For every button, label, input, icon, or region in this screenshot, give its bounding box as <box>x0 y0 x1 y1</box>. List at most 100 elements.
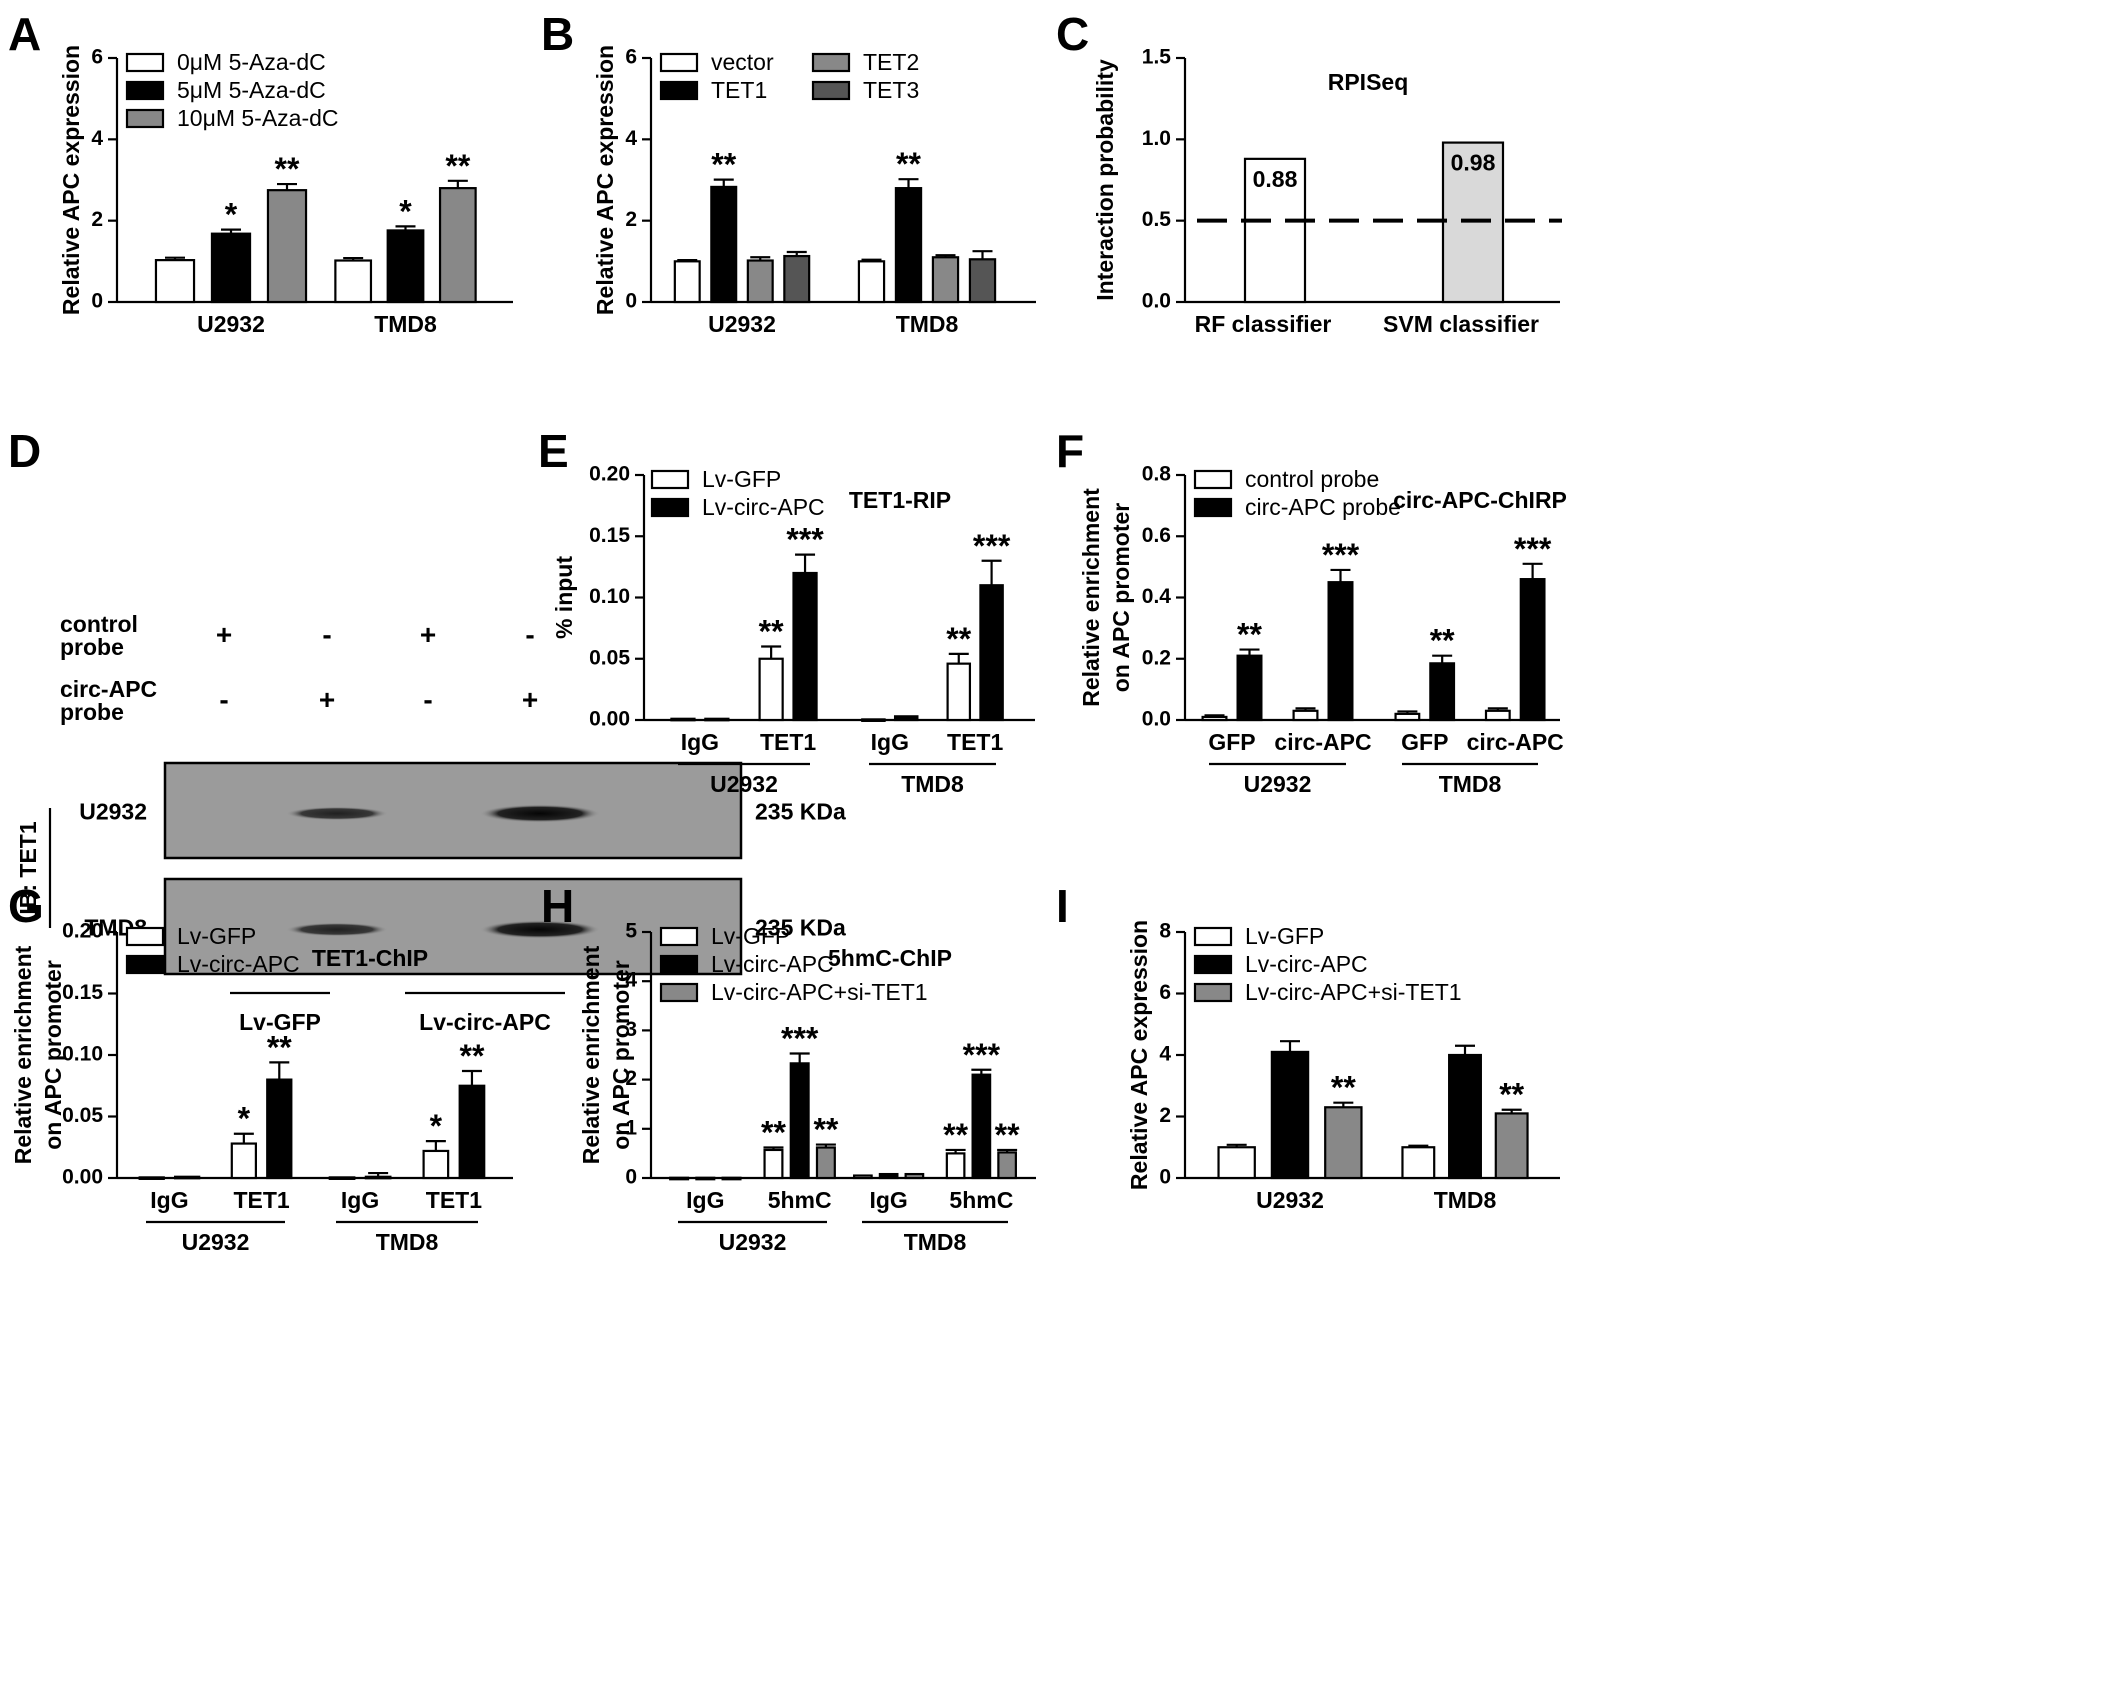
y-tick-label: 2 <box>625 1067 637 1090</box>
legend-label: TET1 <box>711 77 767 103</box>
protein-band <box>480 804 600 823</box>
x-group-label: U2932 <box>1256 1187 1324 1213</box>
y-tick-label: 0 <box>91 290 103 313</box>
probe-sign: - <box>219 684 228 715</box>
x-sub-label: TET1 <box>426 1187 482 1213</box>
x-group-label: TMD8 <box>904 1229 967 1255</box>
bar <box>857 260 886 304</box>
legend-label: circ-APC probe <box>1245 494 1401 520</box>
legend-swatch <box>650 497 690 518</box>
significance-marker: * <box>399 193 412 229</box>
legend-swatch <box>650 469 690 490</box>
x-group-label: TMD8 <box>376 1229 439 1255</box>
legend-swatch <box>1193 954 1233 975</box>
y-tick-label: 4 <box>91 127 103 150</box>
bar <box>386 229 425 304</box>
legend-swatch <box>659 926 699 947</box>
x-group-label: TMD8 <box>1439 771 1502 797</box>
probe-sign: + <box>319 684 335 715</box>
significance-marker: *** <box>1514 531 1552 567</box>
bar <box>1327 581 1354 722</box>
x-category-label: RF classifier <box>1195 311 1332 337</box>
bar <box>210 232 252 304</box>
significance-marker: ** <box>711 147 736 183</box>
x-sub-label: 5hmC <box>949 1187 1013 1213</box>
chart-title: TET1-RIP <box>849 487 951 513</box>
x-category-label: SVM classifier <box>1383 311 1539 337</box>
y-axis-label: Relative APC expression <box>58 45 84 315</box>
legend-label: Lv-GFP <box>177 923 256 949</box>
x-group-label: U2932 <box>182 1229 250 1255</box>
y-axis-label-line: on APC promoter <box>1108 503 1134 693</box>
legend-label: TET3 <box>863 77 919 103</box>
bar <box>154 259 196 304</box>
y-tick-label: 0.05 <box>62 1104 103 1127</box>
bar <box>815 1146 836 1180</box>
y-tick-label: 1 <box>625 1116 637 1139</box>
bar <box>266 189 308 304</box>
y-axis-label-line: on APC promoter <box>608 960 634 1150</box>
x-group-label: TMD8 <box>374 311 437 337</box>
bar <box>878 1172 899 1180</box>
bar <box>783 254 811 304</box>
significance-marker: ** <box>761 1114 786 1150</box>
legend-swatch <box>811 80 851 101</box>
legend-label: Lv-circ-APC+si-TET1 <box>1245 979 1462 1005</box>
panel-letter: F <box>1056 425 1084 477</box>
legend-swatch <box>125 80 165 101</box>
panel-e: E 0.00 0.05 0.10 0.15 0.20 % input TET1-RIP Lv-G… <box>538 425 1035 797</box>
significance-marker: * <box>430 1108 443 1144</box>
legend-label: Lv-circ-APC <box>1245 951 1368 977</box>
y-tick-label: 0.0 <box>1142 290 1171 313</box>
legend-label: vector <box>711 49 774 75</box>
bar <box>792 571 818 722</box>
bar <box>670 717 696 722</box>
y-axis-label: Relative APC expression <box>1126 920 1152 1190</box>
chart-title: TET1-ChIP <box>312 945 428 971</box>
bar <box>1324 1106 1363 1180</box>
legend-swatch <box>1193 926 1233 947</box>
y-axis-label: % input <box>551 556 577 639</box>
bar <box>931 256 960 304</box>
legend-label: control probe <box>1245 466 1379 492</box>
probe-label: probe <box>60 634 124 660</box>
bar <box>1484 709 1511 722</box>
y-axis-label: Relative enrichment on APC promoter <box>578 945 634 1164</box>
bar <box>458 1084 486 1180</box>
bar <box>979 584 1004 722</box>
x-group-label: TMD8 <box>1434 1187 1497 1213</box>
panel-letter: E <box>538 425 569 477</box>
x-sub-label: IgG <box>150 1187 188 1213</box>
x-sub-label: IgG <box>869 1187 907 1213</box>
x-sub-label: IgG <box>341 1187 379 1213</box>
x-group-label: U2932 <box>708 311 776 337</box>
significance-marker: *** <box>781 1021 819 1057</box>
x-sub-label: IgG <box>681 729 719 755</box>
y-tick-label: 0.15 <box>62 981 103 1004</box>
chart-title: RPISeq <box>1328 69 1409 95</box>
y-axis-label-line: on APC promoter <box>40 960 66 1150</box>
y-tick-label: 0.15 <box>589 524 630 547</box>
blot-membrane <box>163 761 743 860</box>
significance-marker: ** <box>1430 623 1455 659</box>
probe-sign: + <box>522 684 538 715</box>
bar <box>1236 654 1263 722</box>
blot-group-label: Lv-GFP <box>239 1009 321 1035</box>
blot-cell-line: U2932 <box>79 799 147 825</box>
x-sub-label: TET1 <box>760 729 816 755</box>
y-tick-label: 6 <box>625 46 637 69</box>
y-tick-label: 0.6 <box>1142 524 1171 547</box>
y-axis-label-line: Relative enrichment <box>10 945 36 1164</box>
protein-band <box>286 806 388 821</box>
legend-label: Lv-GFP <box>711 923 790 949</box>
significance-marker: ** <box>946 621 971 657</box>
bar <box>710 185 738 304</box>
significance-marker: ** <box>759 614 784 650</box>
significance-marker: ** <box>995 1117 1020 1153</box>
significance-marker: ** <box>460 1038 485 1074</box>
y-tick-label: 0 <box>1159 1166 1171 1189</box>
